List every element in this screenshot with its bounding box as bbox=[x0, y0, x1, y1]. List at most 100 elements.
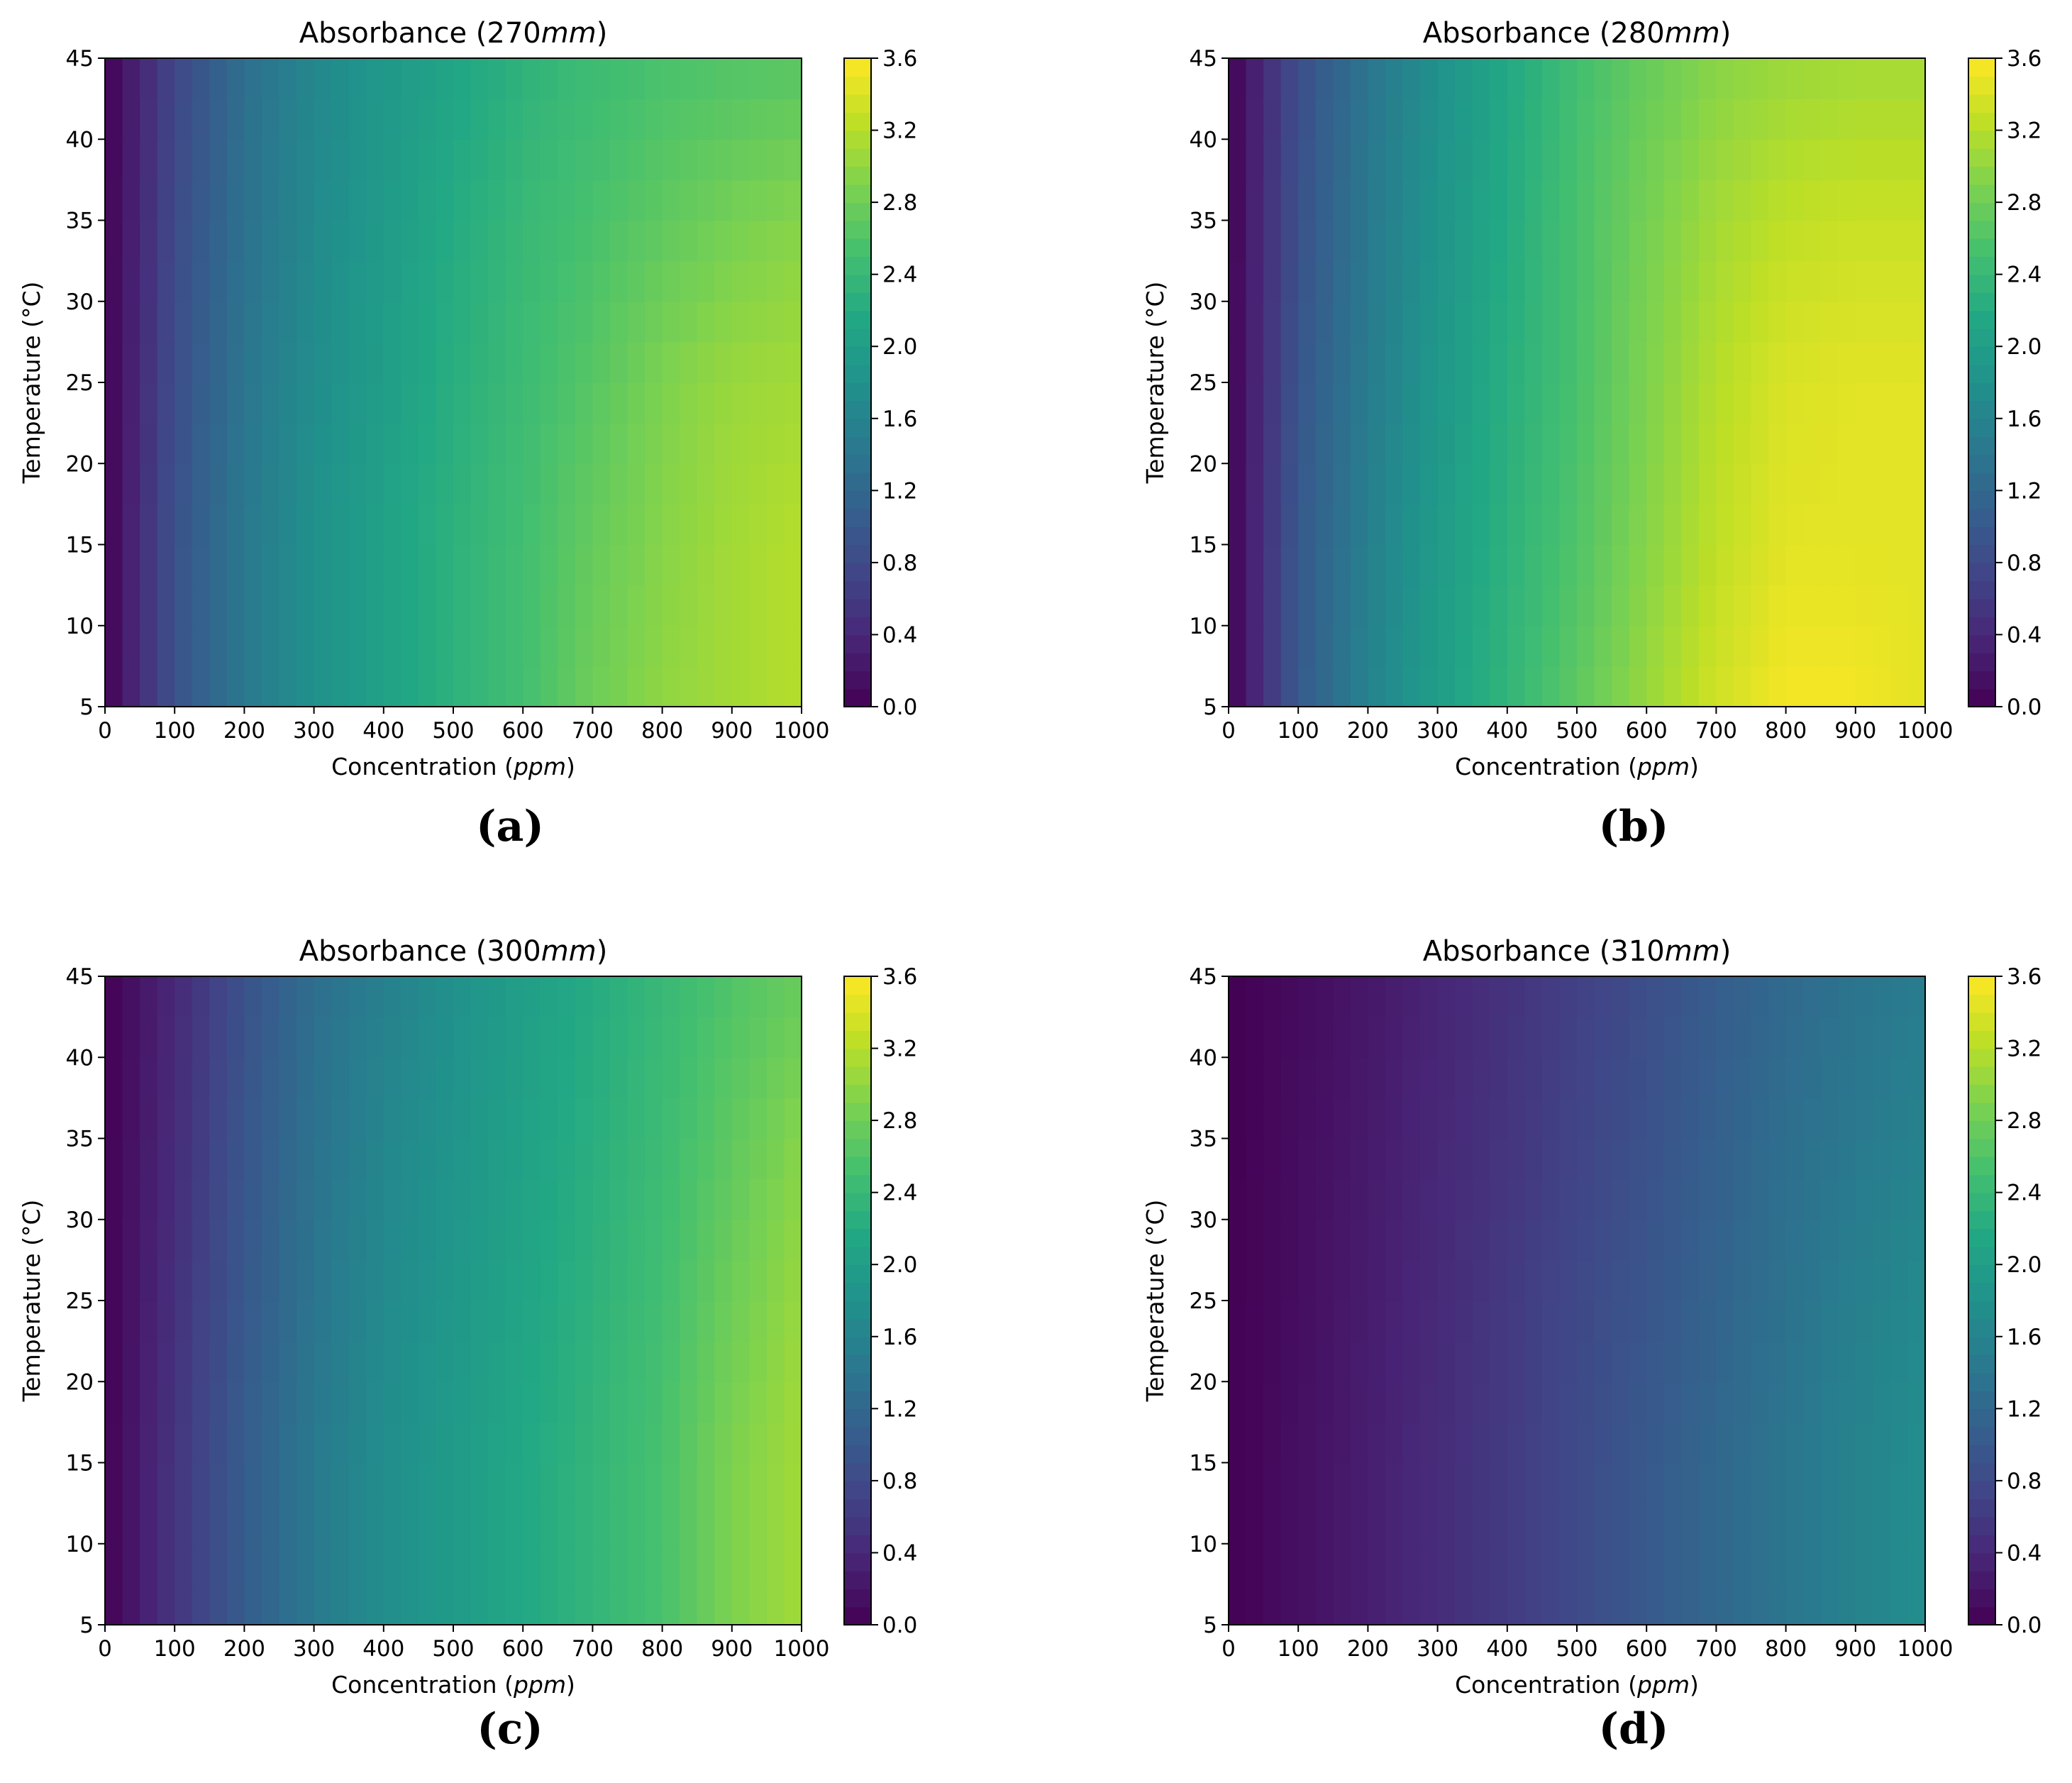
heatmap-cell bbox=[261, 99, 280, 140]
heatmap-cell bbox=[784, 220, 802, 262]
colorbar-band bbox=[1968, 436, 1995, 456]
heatmap-cell bbox=[279, 99, 297, 140]
colorbar-tick-label: 0.4 bbox=[882, 1540, 917, 1566]
heatmap-cell bbox=[1368, 1219, 1386, 1261]
heatmap-cell bbox=[1838, 301, 1856, 343]
heatmap-cell bbox=[174, 260, 193, 302]
heatmap-cell bbox=[784, 139, 802, 181]
heatmap-cell bbox=[1629, 260, 1647, 302]
heatmap-cell bbox=[1890, 341, 1909, 383]
heatmap-cell bbox=[1472, 260, 1491, 302]
heatmap-cell bbox=[261, 341, 280, 383]
heatmap-cell bbox=[592, 180, 611, 221]
heatmap-cell bbox=[1751, 1381, 1769, 1423]
colorbar-tick-label: 2.8 bbox=[882, 1108, 917, 1134]
heatmap-cell bbox=[749, 382, 768, 424]
heatmap-cell bbox=[1907, 1098, 1926, 1139]
heatmap-cell bbox=[331, 976, 350, 1017]
heatmap-cell bbox=[1507, 1017, 1526, 1059]
heatmap-cell bbox=[157, 1138, 175, 1180]
heatmap-cell bbox=[1873, 1017, 1891, 1059]
heatmap-cell bbox=[1629, 1098, 1647, 1139]
colorbar-band bbox=[1968, 1192, 1995, 1211]
heatmap-cell bbox=[1263, 1017, 1282, 1059]
heatmap-cell bbox=[1890, 382, 1909, 424]
heatmap-cell bbox=[575, 1098, 594, 1139]
heatmap-cell bbox=[1663, 1422, 1683, 1464]
heatmap-cell bbox=[697, 99, 716, 140]
heatmap-cell bbox=[1873, 1543, 1891, 1585]
heatmap-cell bbox=[784, 1422, 802, 1464]
heatmap-cell bbox=[505, 463, 523, 505]
heatmap-cell bbox=[1646, 504, 1665, 546]
heatmap-cell bbox=[1768, 139, 1787, 181]
heatmap-cell bbox=[1698, 382, 1717, 424]
heatmap-cell bbox=[1368, 1301, 1386, 1342]
heatmap-cell bbox=[488, 382, 506, 424]
heatmap-cell bbox=[1507, 585, 1526, 626]
heatmap-cell bbox=[1246, 1301, 1264, 1342]
heatmap-cell bbox=[1280, 666, 1299, 707]
heatmap-cell bbox=[1490, 260, 1508, 302]
heatmap-cell bbox=[105, 58, 123, 99]
x-axis-label: Concentration (ppm) bbox=[1455, 1671, 1699, 1699]
heatmap-cell bbox=[714, 1503, 733, 1545]
heatmap-cell bbox=[1315, 1098, 1334, 1139]
heatmap-cell bbox=[261, 1017, 280, 1059]
heatmap-cell bbox=[401, 1341, 419, 1383]
heatmap-cell bbox=[1629, 382, 1647, 424]
heatmap-cell bbox=[1681, 1301, 1700, 1342]
heatmap-cell bbox=[1524, 139, 1543, 181]
heatmap-cell bbox=[401, 544, 419, 586]
heatmap-cell bbox=[749, 1462, 768, 1504]
heatmap-cell bbox=[383, 1098, 402, 1139]
heatmap-cell bbox=[1820, 544, 1839, 586]
heatmap-cell bbox=[1855, 1017, 1874, 1059]
heatmap-cell bbox=[331, 1422, 350, 1464]
heatmap-cell bbox=[418, 180, 437, 221]
heatmap-cell bbox=[1524, 585, 1543, 626]
heatmap-cell bbox=[140, 99, 158, 140]
heatmap-cell bbox=[1820, 382, 1839, 424]
heatmap-cell bbox=[1350, 1503, 1369, 1545]
heatmap-cell bbox=[1768, 58, 1787, 99]
x-tick-label: 700 bbox=[572, 718, 614, 744]
heatmap-cell bbox=[401, 58, 419, 99]
colorbar-tick-label: 3.2 bbox=[2007, 118, 2041, 144]
heatmap-cell bbox=[1490, 423, 1508, 465]
heatmap-cell bbox=[505, 1381, 523, 1423]
heatmap-cell bbox=[331, 504, 350, 546]
heatmap-cell bbox=[1229, 1381, 1247, 1423]
heatmap-cell bbox=[1663, 58, 1683, 99]
heatmap-cell bbox=[1716, 1138, 1734, 1180]
heatmap-cell bbox=[784, 544, 802, 586]
heatmap-cell bbox=[470, 1584, 489, 1625]
heatmap-cell bbox=[1594, 625, 1612, 667]
heatmap-cell bbox=[1681, 1422, 1700, 1464]
heatmap-cell bbox=[1681, 1138, 1700, 1180]
heatmap-cell bbox=[1437, 99, 1456, 140]
heatmap-cell bbox=[1907, 220, 1926, 262]
heatmap-cell bbox=[1229, 139, 1247, 181]
heatmap-cell bbox=[366, 301, 384, 343]
heatmap-cell bbox=[348, 180, 367, 221]
heatmap-cell bbox=[680, 1057, 698, 1099]
heatmap-cell bbox=[1263, 1341, 1282, 1383]
heatmap-cell bbox=[122, 585, 140, 626]
heatmap-cell bbox=[1751, 58, 1769, 99]
heatmap-cell bbox=[1855, 1057, 1874, 1099]
heatmap-cell bbox=[261, 544, 280, 586]
heatmap-cell bbox=[1820, 666, 1839, 707]
heatmap-cell bbox=[1507, 99, 1526, 140]
heatmap-cell bbox=[1437, 1057, 1456, 1099]
heatmap-cell bbox=[1646, 1098, 1665, 1139]
heatmap-cell bbox=[575, 1178, 594, 1220]
heatmap-cell bbox=[470, 1219, 489, 1261]
heatmap-cell bbox=[1472, 423, 1491, 465]
heatmap-cell bbox=[1733, 976, 1752, 1017]
y-tick-label: 10 bbox=[66, 1532, 94, 1557]
heatmap-cell bbox=[680, 1219, 698, 1261]
y-tick-label: 15 bbox=[1190, 1451, 1217, 1476]
y-tick-label: 5 bbox=[79, 695, 94, 720]
heatmap-cell bbox=[1629, 1341, 1647, 1383]
